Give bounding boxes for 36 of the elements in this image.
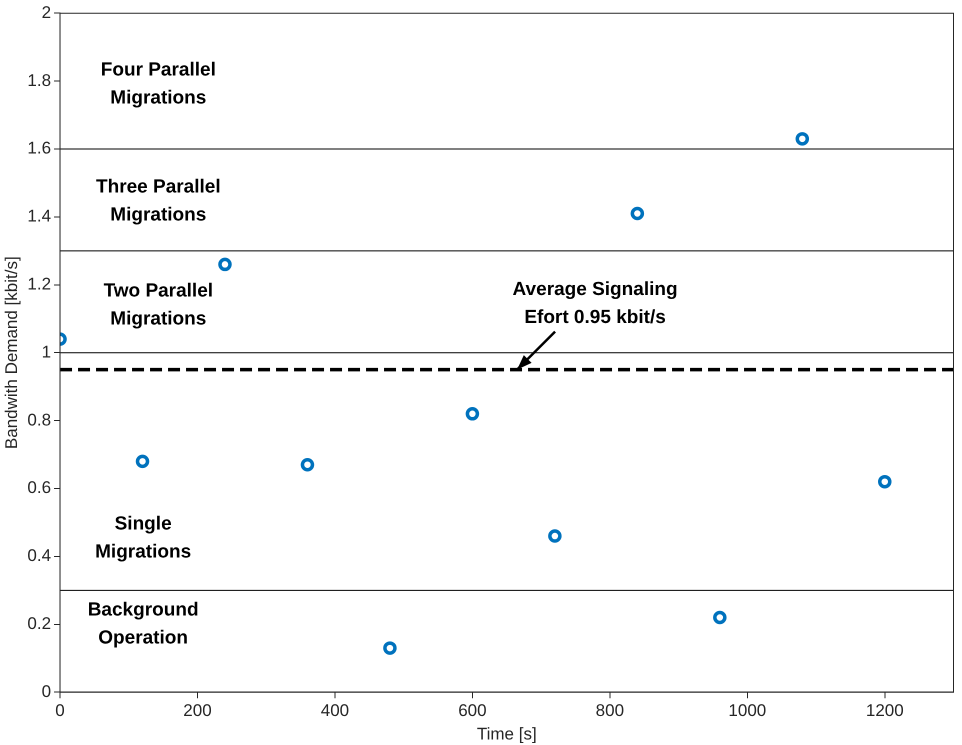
point xyxy=(548,529,562,543)
y-tick-label: 1 xyxy=(42,342,52,362)
point xyxy=(630,206,644,220)
y-tick-label: 1.8 xyxy=(27,70,52,90)
y-tick-label: 0.6 xyxy=(27,478,52,498)
x-tick-label: 1000 xyxy=(728,701,766,720)
y-tick-label: 0.8 xyxy=(27,410,52,430)
point xyxy=(300,458,314,472)
y-tick-label: 0.4 xyxy=(27,546,52,566)
x-tick-label: 200 xyxy=(183,701,212,720)
annotation: Single Migrations xyxy=(95,513,192,562)
annotation: Background Operation xyxy=(88,600,199,649)
annotation: Four Parallel Migrations xyxy=(100,60,216,109)
point xyxy=(713,610,727,624)
y-axis-title: Bandwith Demand [kbit/s] xyxy=(2,256,21,450)
point xyxy=(796,132,810,146)
annotation: Three Parallel Migrations xyxy=(96,176,221,226)
annotation: Two Parallel Migrations xyxy=(104,280,214,330)
point xyxy=(136,454,150,468)
x-tick-label: 1200 xyxy=(866,701,904,720)
annotation: Average Signaling Efort 0.95 kbit/s xyxy=(512,278,678,328)
y-tick-label: 0 xyxy=(42,682,52,701)
point xyxy=(878,474,892,488)
y-tick-label: 1.4 xyxy=(27,206,52,226)
y-tick-label: 2 xyxy=(42,2,52,22)
x-tick-label: 400 xyxy=(320,701,350,720)
point xyxy=(466,407,480,421)
x-axis-title: Time [s] xyxy=(476,724,537,744)
y-tick-label: 0.2 xyxy=(27,614,52,633)
y-tick-label: 1.6 xyxy=(27,138,52,158)
x-tick-label: 600 xyxy=(458,701,487,720)
x-tick-label: 800 xyxy=(596,701,624,720)
x-tick-label: 0 xyxy=(55,701,65,720)
point xyxy=(383,641,397,655)
point xyxy=(218,258,232,272)
y-tick-label: 1.2 xyxy=(27,274,52,294)
